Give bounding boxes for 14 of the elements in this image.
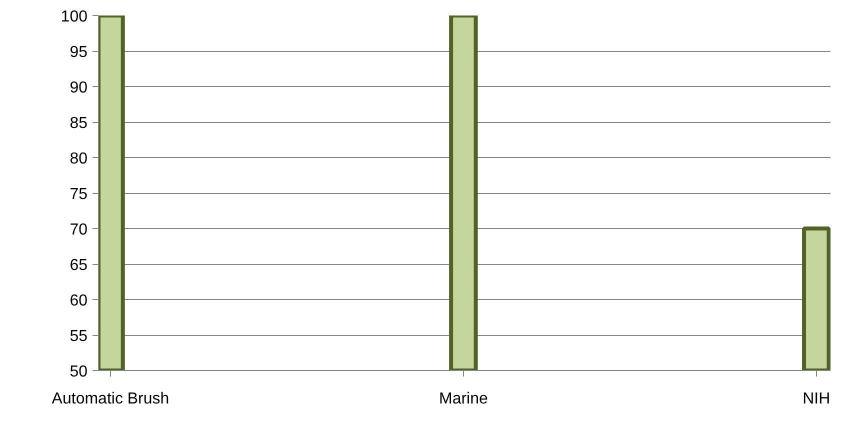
y-tick-label: 80: [70, 150, 88, 168]
y-tick-label: 60: [70, 292, 88, 310]
y-tick-label: 65: [70, 257, 88, 274]
y-tick-label: 55: [70, 328, 88, 345]
y-tick-label: 85: [70, 115, 88, 132]
x-tick-label: Automatic Brush: [52, 390, 170, 408]
x-tick-label: Marine: [438, 390, 488, 408]
y-tick-label: 75: [70, 186, 88, 203]
y-tick-label: 70: [70, 222, 88, 238]
x-tick-label: NIH: [802, 390, 830, 408]
y-tick-label: 95: [70, 44, 88, 61]
y-tick-label: 90: [70, 80, 88, 96]
y-tick-label: 100: [60, 8, 88, 26]
y-tick-label: 50: [70, 364, 88, 380]
